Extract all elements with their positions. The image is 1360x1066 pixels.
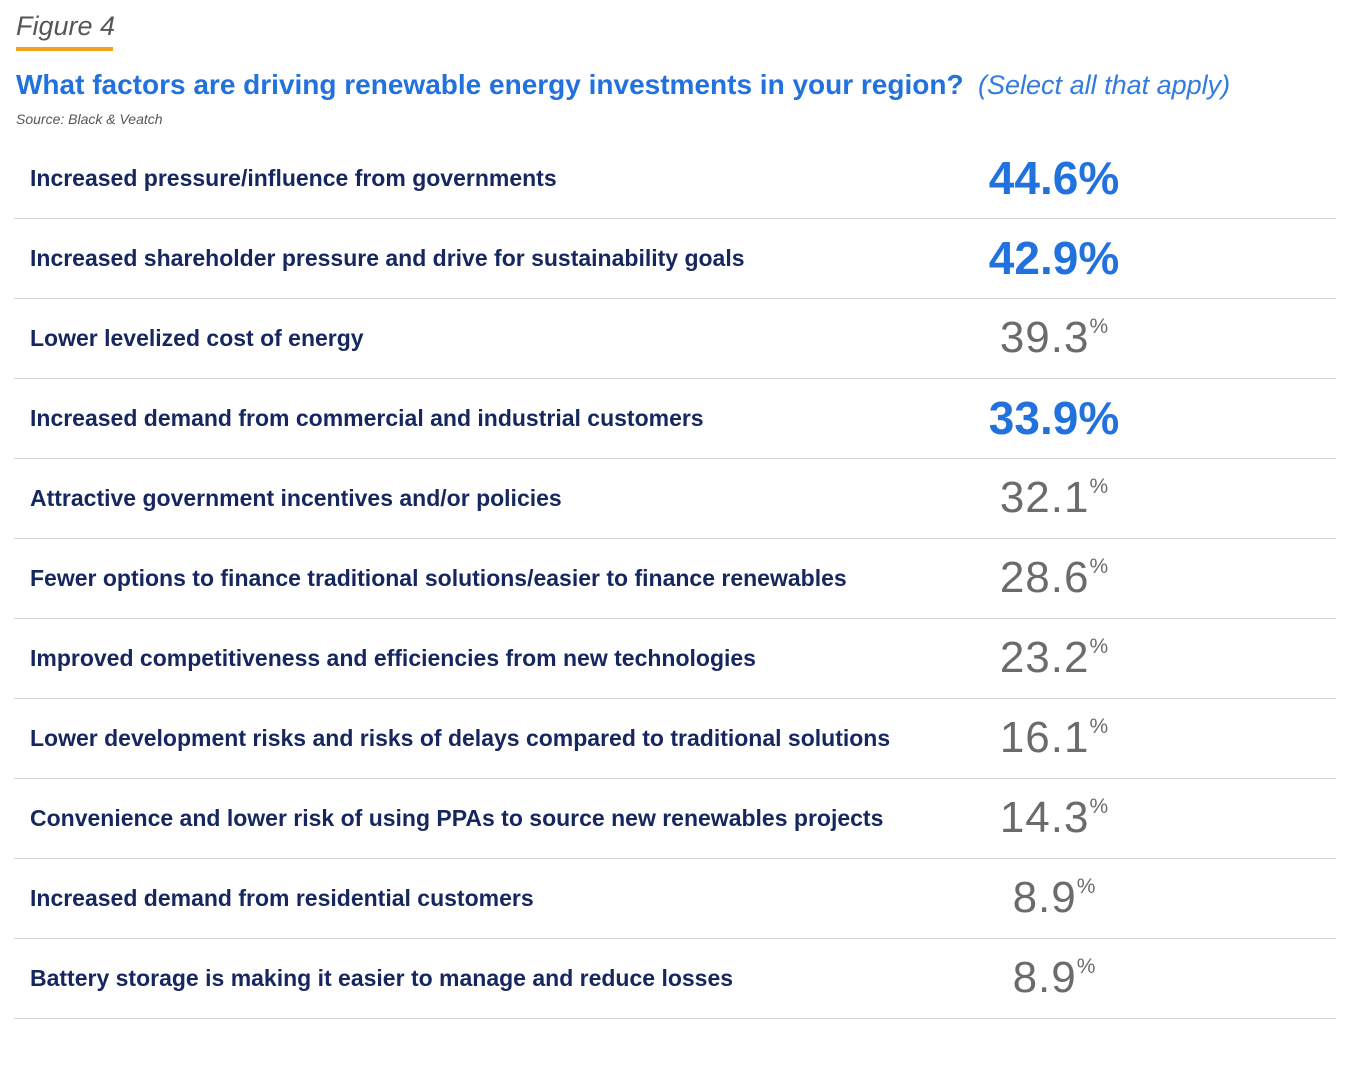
factor-value: 8.9% (924, 954, 1184, 1002)
figure-title-line: What factors are driving renewable energ… (16, 68, 1344, 102)
percent-sign: % (1078, 392, 1120, 445)
factor-label: Lower development risks and risks of del… (30, 725, 891, 752)
factor-label: Fewer options to finance traditional sol… (30, 565, 847, 592)
factor-table: Increased pressure/influence from govern… (14, 139, 1336, 1019)
factor-value-number: 39.3 (999, 313, 1090, 363)
factor-label: Convenience and lower risk of using PPAs… (30, 805, 884, 832)
factor-label: Lower levelized cost of energy (30, 325, 364, 352)
table-row: Increased demand from commercial and ind… (14, 379, 1336, 459)
percent-sign: % (1089, 715, 1109, 739)
factor-label: Attractive government incentives and/or … (30, 485, 562, 512)
factor-value: 8.9% (924, 874, 1184, 922)
factor-value: 28.6% (924, 554, 1184, 602)
table-row: Increased demand from residential custom… (14, 859, 1336, 939)
factor-value: 39.3% (924, 314, 1184, 362)
table-row: Attractive government incentives and/or … (14, 459, 1336, 539)
factor-value-number: 44.6 (988, 152, 1079, 205)
factor-value: 44.6% (924, 153, 1184, 204)
factor-value-number: 8.9 (1012, 953, 1077, 1003)
percent-sign: % (1089, 315, 1109, 339)
factor-value-number: 23.2 (999, 633, 1090, 683)
factor-value: 16.1% (924, 714, 1184, 762)
factor-label: Increased demand from residential custom… (30, 885, 534, 912)
table-row: Lower levelized cost of energy 39.3% (14, 299, 1336, 379)
factor-label: Increased pressure/influence from govern… (30, 165, 557, 192)
factor-value-number: 14.3 (999, 793, 1090, 843)
table-row: Battery storage is making it easier to m… (14, 939, 1336, 1019)
factor-value-number: 28.6 (999, 553, 1090, 603)
table-row: Convenience and lower risk of using PPAs… (14, 779, 1336, 859)
factor-label: Increased demand from commercial and ind… (30, 405, 704, 432)
factor-value-number: 33.9 (988, 392, 1079, 445)
factor-label: Battery storage is making it easier to m… (30, 965, 734, 992)
factor-value: 42.9% (924, 233, 1184, 284)
percent-sign: % (1089, 635, 1109, 659)
factor-value: 14.3% (924, 794, 1184, 842)
percent-sign: % (1089, 475, 1109, 499)
percent-sign: % (1089, 795, 1109, 819)
table-row: Increased pressure/influence from govern… (14, 139, 1336, 219)
factor-value-number: 8.9 (1012, 873, 1077, 923)
factor-value-number: 16.1 (999, 713, 1090, 763)
percent-sign: % (1078, 152, 1120, 205)
source-attribution: Source: Black & Veatch (16, 110, 163, 127)
factor-value: 32.1% (924, 474, 1184, 522)
figure-question: What factors are driving renewable energ… (16, 69, 964, 101)
table-row: Increased shareholder pressure and drive… (14, 219, 1336, 299)
percent-sign: % (1076, 955, 1096, 979)
percent-sign: % (1078, 232, 1120, 285)
factor-value: 23.2% (924, 634, 1184, 682)
factor-value-number: 42.9 (988, 232, 1079, 285)
factor-label: Improved competitiveness and efficiencie… (30, 645, 756, 672)
factor-value: 33.9% (924, 393, 1184, 444)
figure-label-underline (16, 47, 113, 52)
percent-sign: % (1089, 555, 1109, 579)
factor-value-number: 32.1 (999, 473, 1090, 523)
table-row: Fewer options to finance traditional sol… (14, 539, 1336, 619)
table-row: Lower development risks and risks of del… (14, 699, 1336, 779)
figure-label: Figure 4 (16, 11, 116, 41)
factor-label: Increased shareholder pressure and drive… (30, 245, 745, 272)
figure-question-note: (Select all that apply) (978, 70, 1231, 101)
table-row: Improved competitiveness and efficiencie… (14, 619, 1336, 699)
percent-sign: % (1076, 875, 1096, 899)
